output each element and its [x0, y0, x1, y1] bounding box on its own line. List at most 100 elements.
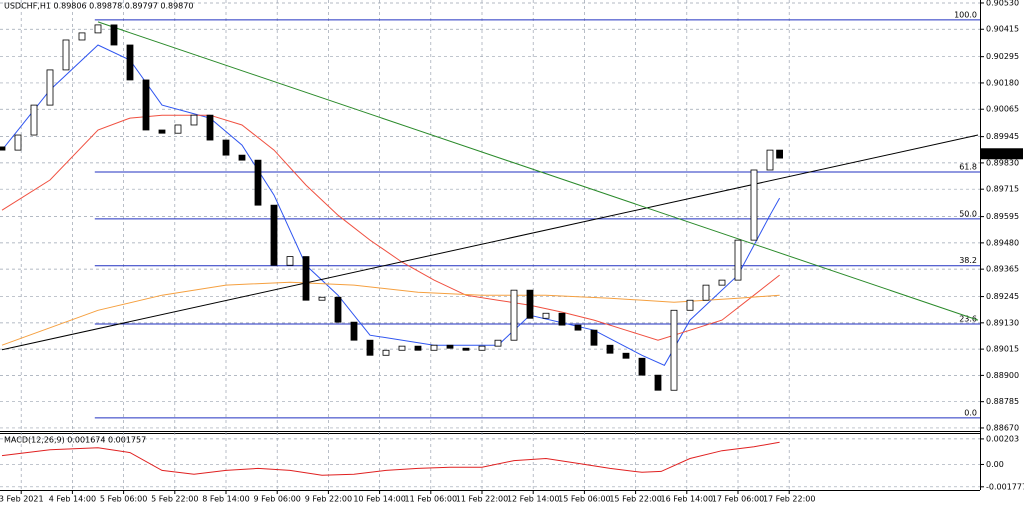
candle-body [606, 344, 614, 354]
candle-body [0, 146, 6, 151]
y-tick-label: 0.89715 [986, 185, 1019, 194]
candle-body [318, 296, 326, 301]
candle-body [46, 69, 54, 106]
x-tick-label: 4 Feb 14:00 [49, 495, 96, 504]
candle-body [638, 357, 646, 376]
candle-body [222, 139, 230, 156]
candle-body [494, 339, 502, 347]
candle-body [366, 339, 374, 356]
y-tick-label: 0.89830 [986, 158, 1019, 167]
x-tick-label: 5 Feb 06:00 [100, 495, 147, 504]
candle-body [206, 114, 214, 141]
fib-label: 23.6 [959, 314, 977, 323]
x-tick-label: 3 Feb 2021 [0, 495, 44, 504]
candle-body [446, 344, 454, 349]
candle-body [766, 149, 774, 171]
candle-body [654, 374, 662, 391]
y-tick-label: 0.00 [986, 460, 1004, 469]
candle-body [702, 284, 710, 301]
candle-body [30, 104, 38, 136]
x-tick-label: 11 Feb 06:00 [405, 495, 457, 504]
indicator-line [1, 114, 780, 341]
y-tick-label: 0.89480 [986, 238, 1019, 247]
candle-body [526, 289, 534, 319]
fib-label: 61.8 [959, 163, 977, 172]
trendline [1, 134, 979, 351]
candle-body [478, 345, 486, 351]
x-tick-label: 11 Feb 22:00 [456, 495, 508, 504]
candle-body [334, 296, 342, 323]
candle-body [670, 309, 678, 391]
candle-body [110, 24, 118, 46]
x-tick-label: 17 Feb 22:00 [763, 495, 815, 504]
fib-label: 0.0 [964, 408, 977, 417]
x-tick-label: 16 Feb 14:00 [661, 495, 713, 504]
y-tick-label: 0.90415 [986, 25, 1019, 34]
candle-body [94, 24, 102, 34]
y-tick-label: 0.88670 [986, 423, 1019, 432]
candle-body [510, 289, 518, 341]
x-tick-label: 12 Feb 14:00 [507, 495, 559, 504]
x-tick-label: 15 Feb 22:00 [609, 495, 661, 504]
candle-body [382, 349, 390, 356]
y-tick-label: 0.88785 [986, 397, 1019, 406]
candle-body [286, 256, 294, 266]
fib-label: 100.0 [954, 10, 977, 19]
candle-body [686, 299, 694, 311]
candle-body [398, 345, 406, 351]
x-tick-label: 9 Feb 22:00 [305, 495, 352, 504]
candle-body [14, 134, 22, 151]
y-tick-label: 0.90530 [986, 0, 1019, 7]
y-tick-label: 0.90065 [986, 105, 1019, 114]
chart-title: USDCHF,H1 0.89806 0.89878 0.89797 0.8987… [4, 2, 193, 11]
candle-body [558, 312, 566, 326]
x-tick-label: 9 Feb 06:00 [253, 495, 300, 504]
y-tick-label: 0.89595 [986, 212, 1019, 221]
trendline [97, 21, 979, 321]
y-tick-label: 0.89365 [986, 265, 1019, 274]
fib-label: 50.0 [959, 209, 977, 218]
candle-body [750, 169, 758, 241]
x-tick-label: 15 Feb 06:00 [558, 495, 610, 504]
y-tick-label: -0.001777 [986, 482, 1024, 491]
candle-body [350, 321, 358, 341]
indicator-line [1, 281, 780, 346]
candle-body [158, 129, 166, 134]
y-tick-label: 0.90295 [986, 52, 1019, 61]
candle-body [174, 124, 182, 134]
candle-body [776, 149, 783, 159]
candle-body [126, 44, 134, 81]
candle-body [270, 204, 278, 266]
x-tick-label: 17 Feb 06:00 [712, 495, 764, 504]
candle-body [718, 279, 726, 286]
candle-body [574, 324, 582, 331]
x-tick-label: 5 Feb 22:00 [151, 495, 198, 504]
y-tick-label: 0.89015 [986, 345, 1019, 354]
x-tick-label: 8 Feb 14:00 [202, 495, 249, 504]
x-tick-label: 10 Feb 14:00 [353, 495, 405, 504]
candle-body [414, 345, 422, 351]
fib-label: 38.2 [959, 256, 977, 265]
candle-body [142, 79, 150, 131]
indicator-line [1, 44, 781, 366]
candle-body [254, 159, 262, 206]
last-price-label: 0.89870 [986, 149, 1019, 158]
y-tick-label: 0.88900 [986, 371, 1019, 380]
y-tick-label: 0.89945 [986, 132, 1019, 141]
indicator-line [1, 441, 780, 476]
last-price-tag [981, 148, 1023, 160]
candle-body [238, 154, 246, 161]
candle-body [190, 114, 198, 126]
y-tick-label: 0.89130 [986, 318, 1019, 327]
candle-body [62, 39, 70, 71]
y-tick-label: 0.00203 [986, 434, 1019, 443]
candle-body [622, 352, 630, 359]
chart-title: MACD(12,26,9) 0.001674 0.001757 [4, 436, 146, 445]
candle-body [590, 329, 598, 346]
candle-body [734, 239, 742, 281]
y-tick-label: 0.89245 [986, 292, 1019, 301]
candle-body [78, 32, 86, 41]
candle-body [430, 344, 438, 351]
